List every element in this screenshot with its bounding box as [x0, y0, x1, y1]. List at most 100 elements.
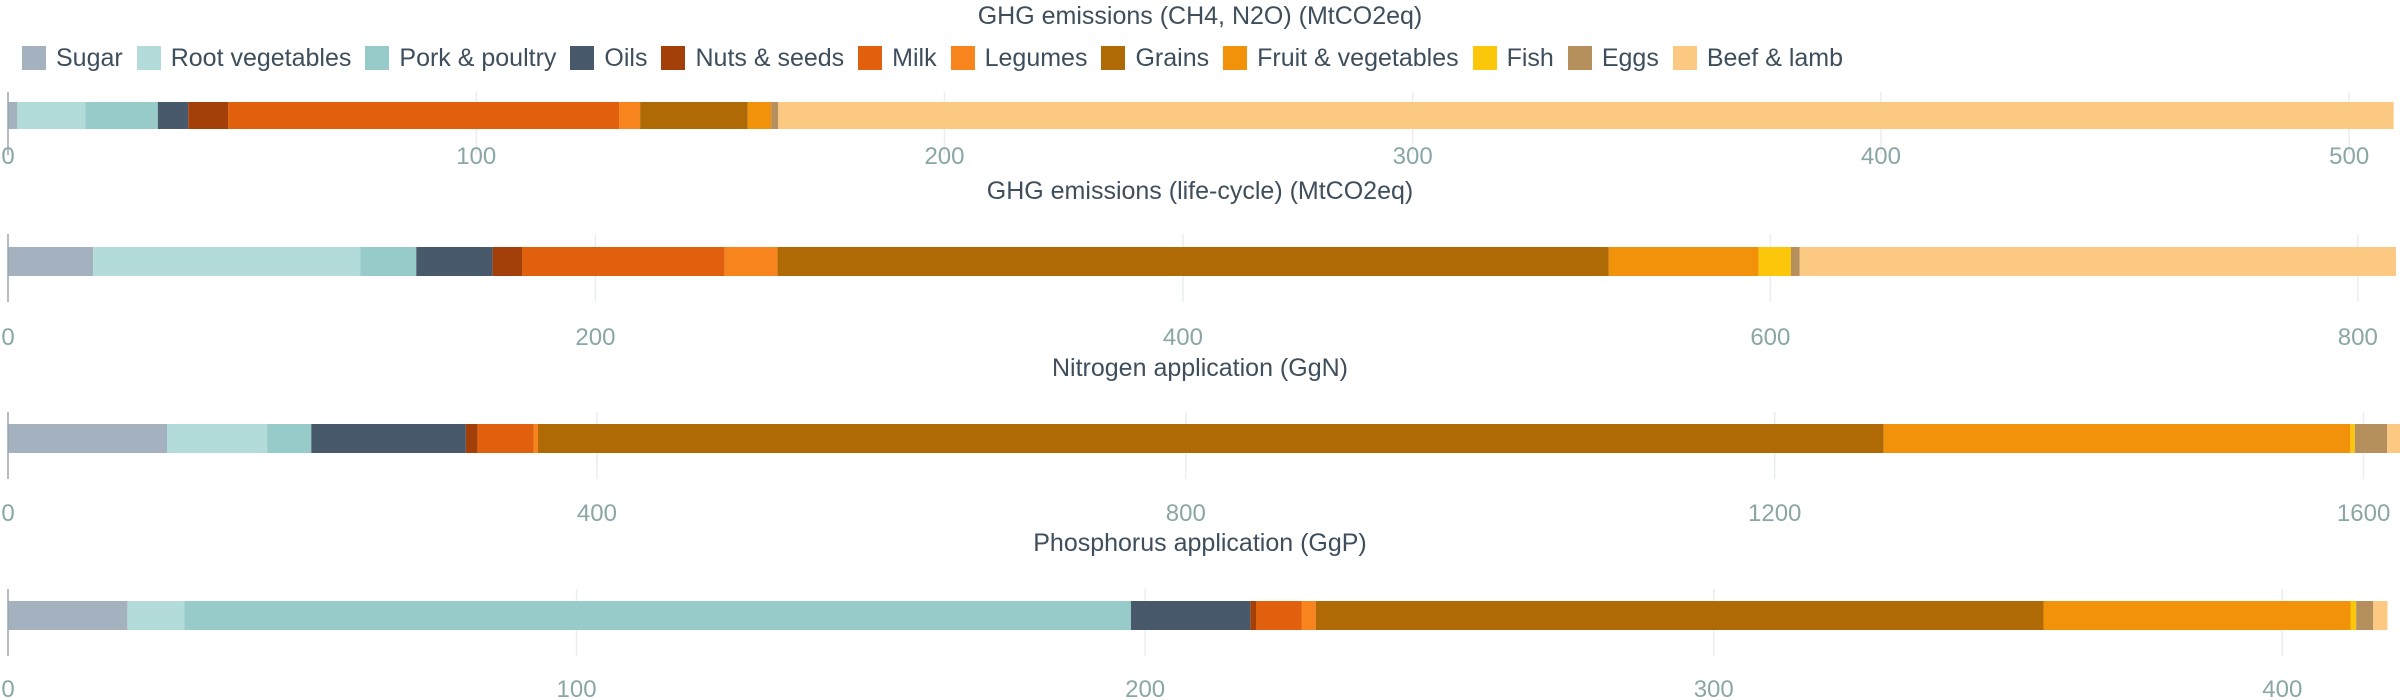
bar-segment[interactable]: [267, 424, 312, 453]
tick-label: 800: [1166, 500, 1206, 527]
bar-segment[interactable]: [2387, 424, 2400, 453]
bar-segment[interactable]: [724, 247, 778, 276]
legend-label: Milk: [892, 43, 937, 72]
legend-item[interactable]: Fruit & vegetables: [1223, 44, 1459, 73]
tick-label: 100: [456, 143, 496, 170]
tick-label: 400: [577, 500, 617, 527]
bar-segment[interactable]: [416, 247, 493, 276]
tick-label: 300: [1694, 676, 1734, 700]
bar-segment[interactable]: [1883, 424, 2351, 453]
bar-segment[interactable]: [1250, 601, 1257, 630]
bar-segment[interactable]: [771, 102, 779, 129]
legend-label: Fish: [1506, 43, 1554, 72]
legend-item[interactable]: Grains: [1101, 44, 1209, 73]
legend-swatch: [661, 46, 686, 70]
bar-segment[interactable]: [8, 247, 94, 276]
panel: GHG emissions (CH4, N2O) (MtCO2eq) 0 100 20…: [1, 2, 2394, 170]
legend-item[interactable]: Oils: [570, 44, 647, 73]
bar-segment[interactable]: [1315, 601, 2044, 630]
legend-swatch: [1472, 46, 1497, 70]
legend-item[interactable]: Sugar: [22, 44, 123, 73]
bar-segment[interactable]: [747, 102, 772, 129]
bar-segment[interactable]: [2350, 601, 2357, 630]
bar-segment[interactable]: [157, 102, 189, 129]
bar-segment[interactable]: [127, 601, 185, 630]
tick-label: 400: [2262, 676, 2302, 700]
legend-item[interactable]: Legumes: [950, 43, 1088, 73]
legend-item[interactable]: Root vegetables: [136, 43, 352, 73]
legend-label: Eggs: [1601, 43, 1659, 72]
bar-segment[interactable]: [2356, 601, 2374, 630]
bar-segment[interactable]: [1790, 247, 1800, 276]
bar-segment[interactable]: [778, 102, 2394, 129]
bar-segment[interactable]: [492, 247, 523, 276]
bar-segment[interactable]: [1758, 247, 1791, 276]
legend-item[interactable]: Nuts & seeds: [661, 44, 844, 73]
tick-label: 1600: [2337, 500, 2390, 527]
bar-segment[interactable]: [2043, 601, 2351, 630]
legend-label: Legumes: [984, 43, 1088, 72]
panel-title: Phosphorus application (GgP): [1033, 529, 1367, 557]
bar-segment[interactable]: [533, 424, 539, 453]
bar-segment[interactable]: [360, 247, 417, 276]
legend-label: Sugar: [56, 43, 123, 72]
bar-segment[interactable]: [184, 601, 1131, 630]
legend-swatch: [950, 46, 975, 70]
bar-segment[interactable]: [640, 102, 748, 129]
bar-segment[interactable]: [2350, 424, 2355, 453]
panel-title: Nitrogen application (GgN): [1052, 354, 1348, 382]
legend-label: Root vegetables: [170, 43, 352, 72]
bar-segment[interactable]: [522, 247, 725, 276]
legend-swatch: [136, 46, 161, 70]
bar-segment[interactable]: [619, 102, 641, 129]
legend-label: Pork & poultry: [399, 43, 557, 72]
bar-segment[interactable]: [2373, 601, 2388, 630]
bar-segment[interactable]: [538, 424, 1884, 453]
legend-item[interactable]: Milk: [858, 43, 937, 73]
bar-segment[interactable]: [465, 424, 478, 453]
bar-segment[interactable]: [188, 102, 229, 129]
bar-segment[interactable]: [1608, 247, 1759, 276]
bar-segment[interactable]: [8, 601, 128, 630]
panel-title: GHG emissions (life-cycle) (MtCO2eq): [987, 177, 1413, 205]
legend-swatch: [1101, 46, 1126, 70]
legend-swatch: [858, 46, 883, 70]
legend-swatch: [1567, 46, 1592, 70]
bar-segment[interactable]: [17, 102, 86, 129]
legend-item[interactable]: Pork & poultry: [365, 44, 556, 73]
legend-label: Oils: [604, 43, 648, 72]
bar-segment[interactable]: [1130, 601, 1251, 630]
bar-segment[interactable]: [85, 102, 158, 129]
bar-segment[interactable]: [93, 247, 361, 276]
tick-label: 100: [557, 676, 597, 700]
legend-item[interactable]: Fish: [1472, 43, 1554, 73]
tick-label: 0: [1, 500, 14, 527]
panel-title: GHG emissions (CH4, N2O) (MtCO2eq): [978, 2, 1423, 30]
tick-label: 200: [575, 324, 615, 351]
bar-segment[interactable]: [8, 424, 168, 453]
tick-label: 0: [1, 143, 14, 170]
legend-swatch: [365, 46, 390, 70]
bar-segment[interactable]: [1301, 601, 1316, 630]
bar-segment[interactable]: [477, 424, 534, 453]
bar-segment[interactable]: [311, 424, 466, 453]
bar-segment[interactable]: [167, 424, 268, 453]
panel: Phosphorus application (GgP) 0 100 200 300 40…: [1, 529, 2388, 700]
panel: Nitrogen application (GgN) 0 400 800 1200 160…: [1, 354, 2400, 527]
legend-item[interactable]: Eggs: [1567, 43, 1659, 73]
tick-label: 200: [1125, 676, 1165, 700]
panel: GHG emissions (life-cycle) (MtCO2eq) 0 200…: [1, 177, 2396, 351]
bar-segment[interactable]: [1799, 247, 2396, 276]
bar-segment[interactable]: [777, 247, 1609, 276]
bar-segment[interactable]: [2354, 424, 2388, 453]
tick-label: 200: [924, 143, 964, 170]
bar-segment[interactable]: [8, 102, 18, 129]
legend-item[interactable]: Beef & lamb: [1672, 44, 1843, 73]
bar-segment[interactable]: [1256, 601, 1302, 630]
legend-label: Fruit & vegetables: [1257, 43, 1459, 72]
bar-segment[interactable]: [228, 102, 620, 129]
tick-label: 400: [1861, 143, 1901, 170]
chart-legend: Sugar Root vegetables Pork & poultry Oils Nu…: [22, 42, 1857, 74]
tick-label: 600: [1750, 324, 1790, 351]
